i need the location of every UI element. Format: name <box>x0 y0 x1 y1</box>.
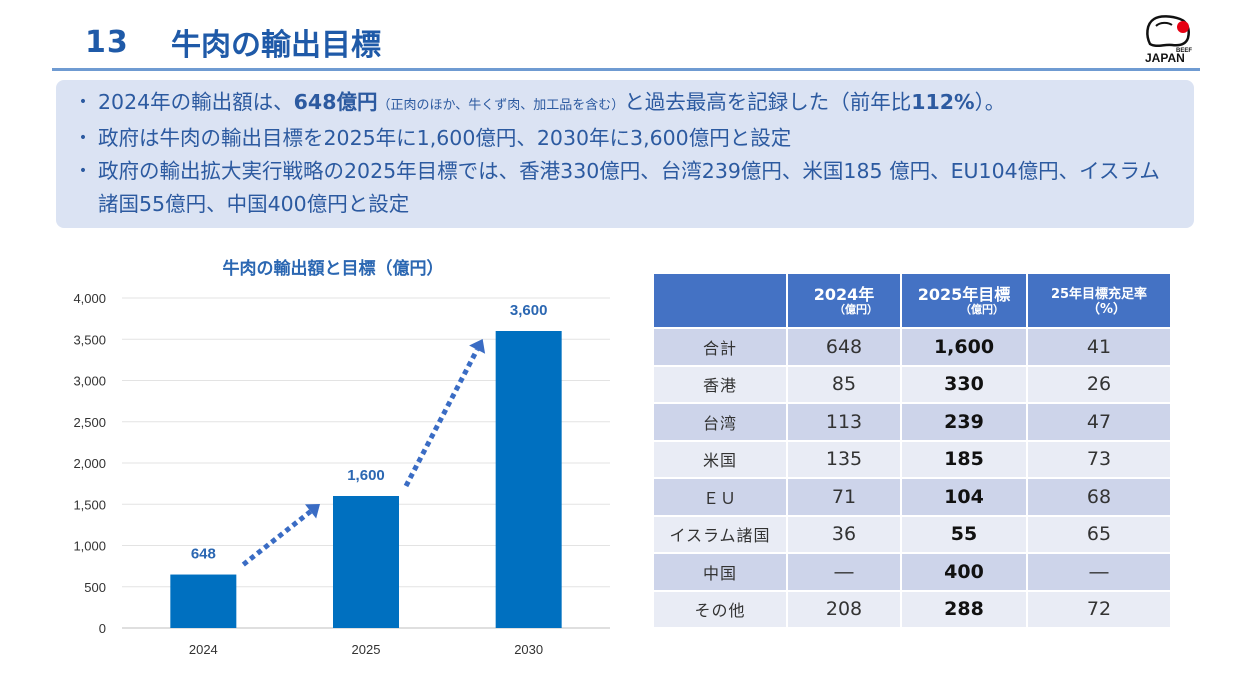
table-row: その他 208 288 72 <box>652 589 1172 629</box>
bullet-1-mid: と過去最高を記録した（前年比 <box>624 90 912 114</box>
logo-small-text: BEEF <box>1176 48 1192 54</box>
summary-box: • 2024年の輸出額は、648億円（正肉のほか、牛くず肉、加工品を含む）と過去… <box>56 80 1194 228</box>
title-row: 13 牛肉の輸出目標 <box>85 20 381 64</box>
table-row: 米国 135 185 73 <box>652 439 1172 479</box>
y-tick-label: 1,000 <box>73 539 106 554</box>
growth-arrow-head-2 <box>469 339 486 354</box>
y-tick-label: 0 <box>99 621 106 636</box>
x-tick-label: 2025 <box>352 642 381 657</box>
header-2025-target: 2025年目標 （億円） <box>900 272 1028 329</box>
y-tick-label: 2,000 <box>73 456 106 471</box>
bullet-3-text: 政府の輸出拡大実行戦略の2025年目標では、香港330億円、台湾239億円、米国… <box>98 159 1160 216</box>
japan-beef-logo: BEEF JAPAN <box>1145 15 1192 64</box>
bullet-dot: • <box>78 94 88 110</box>
bullet-1: • 2024年の輸出額は、648億円（正肉のほか、牛くず肉、加工品を含む）と過去… <box>68 86 1174 122</box>
bullet-1-growth: 112% <box>911 90 975 114</box>
table-row: 中国 ― 400 ― <box>652 552 1172 592</box>
growth-arrow-2 <box>403 348 480 488</box>
bullet-dot: • <box>78 130 88 146</box>
bullet-1-note: （正肉のほか、牛くず肉、加工品を含む） <box>377 98 625 113</box>
y-tick-label: 3,500 <box>73 332 106 347</box>
x-tick-label: 2030 <box>514 642 543 657</box>
header-2024: 2024年 （億円） <box>786 272 902 329</box>
bullet-1-amount: 648億円 <box>293 90 378 114</box>
y-tick-label: 500 <box>84 580 106 595</box>
growth-arrow-head-1 <box>305 504 320 519</box>
table-row: 台湾 113 239 47 <box>652 402 1172 442</box>
logo-text: JAPAN <box>1145 51 1185 64</box>
page-title: 牛肉の輸出目標 <box>171 28 381 63</box>
y-tick-label: 3,000 <box>73 374 106 389</box>
table-row: 香港 85 330 26 <box>652 364 1172 404</box>
table-row: 合計 648 1,600 41 <box>652 327 1172 367</box>
title-divider <box>52 68 1200 71</box>
chart-title: 牛肉の輸出額と目標（億円） <box>222 259 444 279</box>
bullet-2-text: 政府は牛肉の輸出目標を2025年に1,600億円、2030年に3,600億円と設… <box>98 126 792 150</box>
table-row: イスラム諸国 36 55 65 <box>652 514 1172 554</box>
bullet-dot: • <box>78 163 88 179</box>
bullet-3: • 政府の輸出拡大実行戦略の2025年目標では、香港330億円、台湾239億円、… <box>68 155 1174 221</box>
bar-2030 <box>495 331 562 628</box>
header-fulfillment-rate: 25年目標充足率 （%） <box>1026 272 1172 329</box>
export-target-table: 2024年 （億円） 2025年目標 （億円） 25年目標充足率 （%） 合計 648 1… <box>652 272 1172 629</box>
bar-2024 <box>170 574 237 628</box>
header-region <box>652 272 788 329</box>
y-tick-label: 2,500 <box>73 415 106 430</box>
data-label-2025: 1,600 <box>347 467 385 484</box>
table-header-row: 2024年 （億円） 2025年目標 （億円） 25年目標充足率 （%） <box>652 272 1172 329</box>
data-label-2024: 648 <box>191 546 216 563</box>
growth-arrow-1 <box>241 509 313 567</box>
bullet-1-post: ）。 <box>974 90 1006 114</box>
bullet-1-pre: 2024年の輸出額は、 <box>98 90 294 114</box>
slide-number: 13 <box>85 24 129 60</box>
y-tick-label: 1,500 <box>73 497 106 512</box>
table-row: ＥＵ 71 104 68 <box>652 477 1172 517</box>
x-tick-label: 2024 <box>189 642 218 657</box>
y-tick-label: 4,000 <box>73 291 106 306</box>
bullet-2: • 政府は牛肉の輸出目標を2025年に1,600億円、2030年に3,600億円… <box>68 122 1174 155</box>
export-bar-chart: 0 500 1,000 1,500 2,000 2,500 3,000 3,500 4,000 6… <box>73 291 610 657</box>
data-label-2030: 3,600 <box>510 302 548 319</box>
bar-2025 <box>333 496 399 628</box>
